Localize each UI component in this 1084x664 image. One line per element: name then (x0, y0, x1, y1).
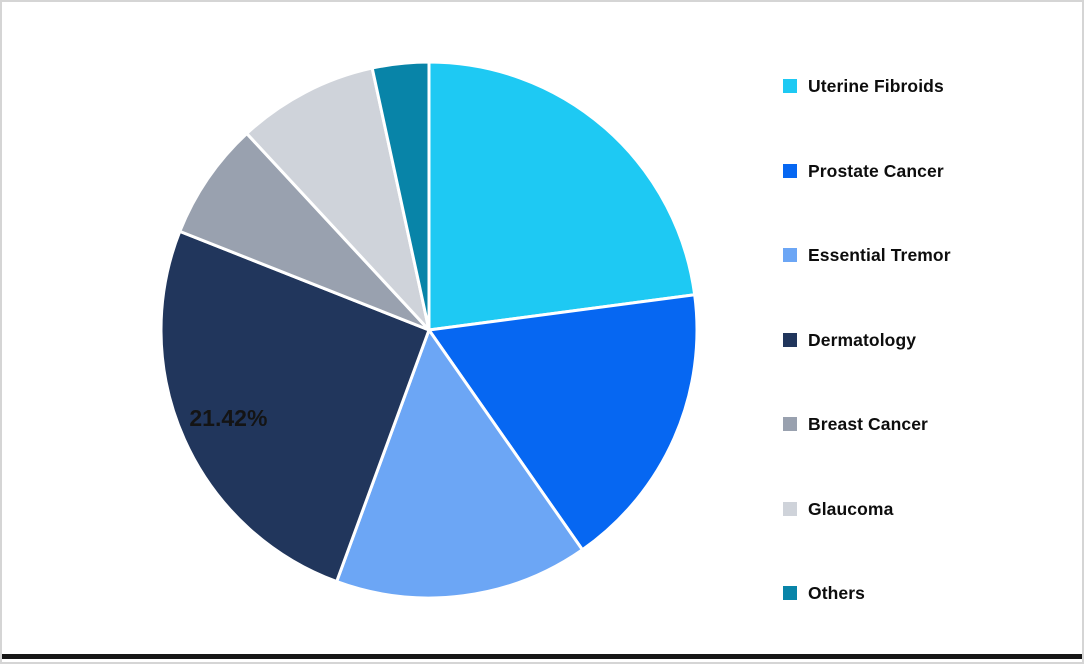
legend-label: Glaucoma (808, 498, 894, 519)
bottom-border-bar (2, 654, 1082, 659)
legend-item-prostate-cancer: Prostate Cancer (783, 160, 944, 182)
legend-swatch (783, 248, 797, 262)
legend-swatch (783, 79, 797, 93)
legend-swatch (783, 586, 797, 600)
pie-slice-breast-cancer (178, 131, 431, 332)
legend-item-essential-tremor: Essential Tremor (783, 244, 951, 266)
legend-label: Uterine Fibroids (808, 75, 944, 96)
legend-label: Breast Cancer (808, 413, 928, 434)
pie-slice-glaucoma (245, 66, 431, 332)
legend-label: Dermatology (808, 329, 917, 350)
legend-swatch (783, 502, 797, 516)
legend-item-glaucoma: Glaucoma (783, 498, 893, 520)
legend-swatch (783, 164, 797, 178)
pie-slice-others (370, 60, 431, 332)
pie-slice-uterine-fibroids (427, 60, 697, 332)
pie-data-label: 21.42% (189, 405, 267, 431)
pie-slice-prostate-cancer (427, 293, 699, 552)
legend-label: Essential Tremor (808, 244, 951, 265)
legend-item-uterine-fibroids: Uterine Fibroids (783, 75, 944, 97)
legend-swatch (783, 333, 797, 347)
legend-label: Prostate Cancer (808, 160, 944, 181)
pie-slice-dermatology (159, 229, 431, 584)
legend-swatch (783, 417, 797, 431)
pie-slice-essential-tremor (335, 328, 584, 600)
legend-label: Others (808, 582, 866, 603)
legend-item-others: Others (783, 582, 865, 604)
legend-item-breast-cancer: Breast Cancer (783, 413, 928, 435)
legend-item-dermatology: Dermatology (783, 329, 916, 351)
chart-legend: Uterine Fibroids Prostate Cancer Essenti… (783, 2, 1073, 662)
